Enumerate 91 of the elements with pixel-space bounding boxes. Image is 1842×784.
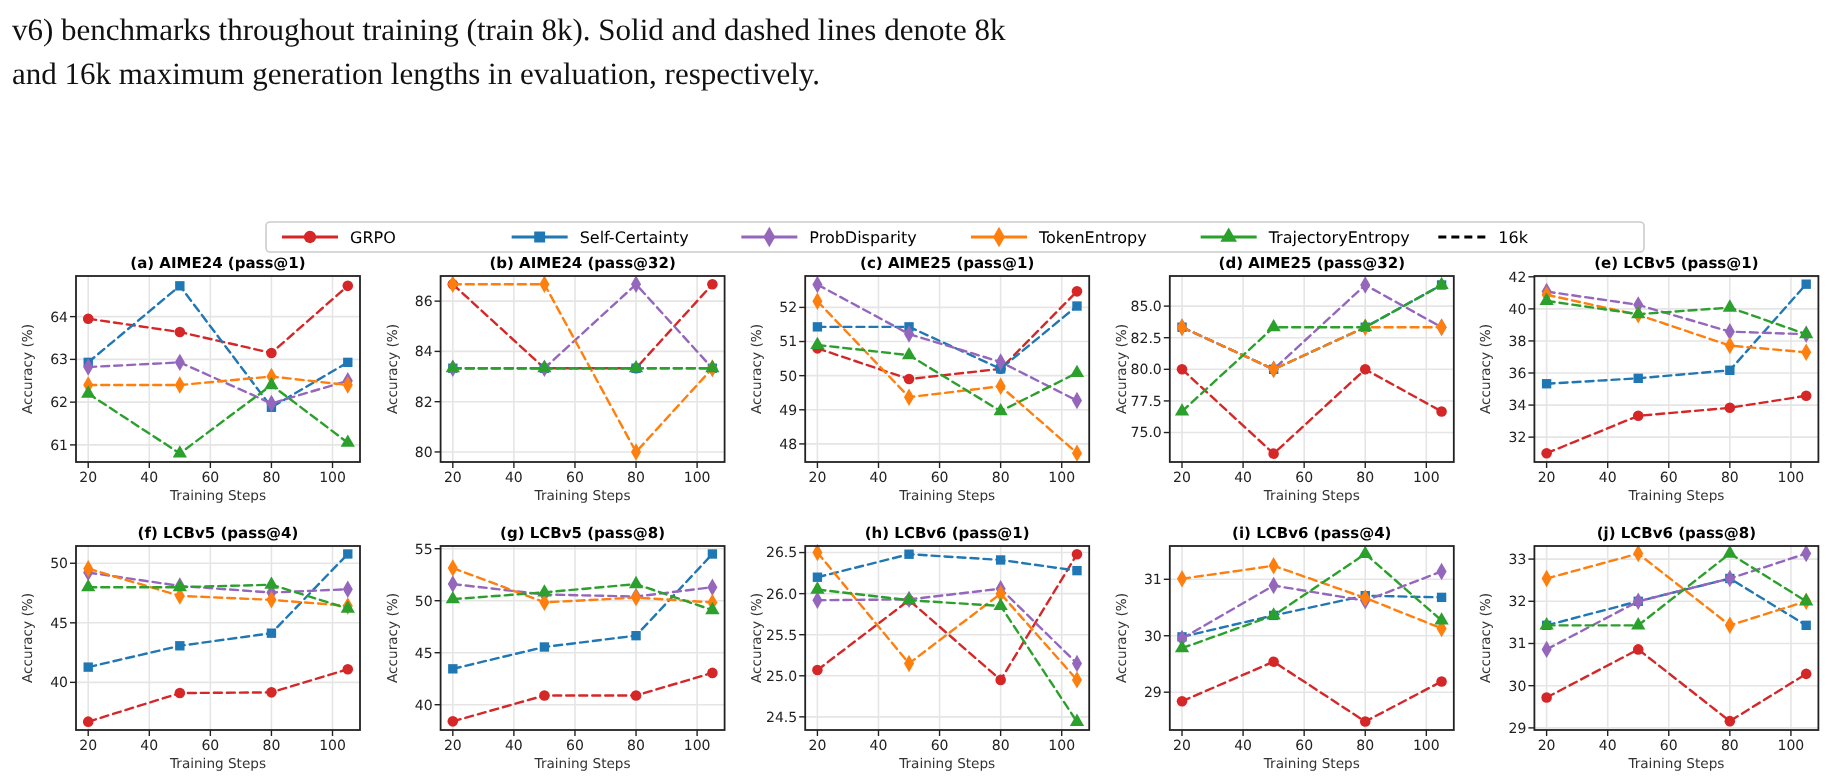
legend-label: TrajectoryEntropy xyxy=(1266,228,1411,247)
point xyxy=(1174,403,1190,416)
point xyxy=(1722,299,1737,312)
point xyxy=(1541,692,1552,703)
legend-label: GRPO xyxy=(350,228,396,247)
point xyxy=(1633,373,1643,383)
point xyxy=(448,664,458,674)
point xyxy=(172,445,187,458)
point xyxy=(903,373,915,385)
point xyxy=(175,641,185,651)
point xyxy=(1358,545,1373,559)
point xyxy=(707,279,718,290)
point xyxy=(628,575,644,589)
point xyxy=(1436,676,1447,687)
point xyxy=(1069,364,1085,378)
point xyxy=(1071,286,1083,297)
point xyxy=(1725,365,1735,375)
point xyxy=(342,663,354,675)
point xyxy=(1632,410,1644,422)
point xyxy=(1268,656,1279,667)
point xyxy=(1359,364,1371,375)
point xyxy=(81,578,96,592)
point xyxy=(1071,548,1083,560)
point xyxy=(1176,364,1188,375)
point xyxy=(1176,695,1188,707)
point xyxy=(812,322,823,332)
point xyxy=(174,687,186,699)
point xyxy=(1174,639,1190,653)
point xyxy=(1801,620,1811,631)
text: 16k xyxy=(1498,228,1529,247)
legend-label: Self-Certainty xyxy=(579,228,690,247)
point xyxy=(707,549,718,559)
point xyxy=(705,601,720,615)
point xyxy=(1724,402,1736,414)
point xyxy=(1631,617,1646,630)
point xyxy=(342,280,354,292)
point xyxy=(1801,279,1811,289)
point xyxy=(1072,301,1082,311)
point xyxy=(1268,448,1279,459)
point xyxy=(1434,612,1449,625)
point xyxy=(266,687,277,698)
point xyxy=(343,549,353,559)
point xyxy=(81,385,96,398)
legend-label: TokenEntropy xyxy=(1037,228,1148,247)
point xyxy=(447,716,459,727)
point xyxy=(901,346,917,360)
point xyxy=(993,597,1008,611)
point xyxy=(1541,447,1552,459)
point xyxy=(82,313,94,325)
point xyxy=(1541,379,1552,389)
point xyxy=(340,434,355,447)
point xyxy=(810,581,825,594)
point xyxy=(1632,644,1644,655)
point xyxy=(812,572,823,582)
point xyxy=(631,630,641,641)
point xyxy=(266,628,277,638)
point xyxy=(1359,716,1371,727)
point xyxy=(174,326,186,338)
point xyxy=(1800,390,1812,402)
legend-label: ProbDisparity xyxy=(809,228,918,247)
point xyxy=(1722,545,1737,558)
point xyxy=(1800,668,1812,680)
point xyxy=(995,555,1006,565)
point xyxy=(1072,565,1082,576)
point xyxy=(343,357,353,368)
point xyxy=(539,642,550,652)
text: v6) benchmarks throughout training (train 8k). Solid and dashed lines denote 8k xyxy=(12,14,1007,48)
point xyxy=(993,402,1008,416)
point xyxy=(812,664,823,676)
point xyxy=(904,549,914,559)
point xyxy=(630,690,642,701)
point xyxy=(539,690,550,701)
point xyxy=(1266,318,1281,332)
point xyxy=(707,667,718,679)
point xyxy=(266,347,277,359)
point xyxy=(1069,713,1085,726)
point xyxy=(445,590,460,604)
point xyxy=(1436,592,1447,603)
point xyxy=(83,662,93,672)
point xyxy=(995,674,1006,686)
point xyxy=(810,336,825,350)
point xyxy=(1631,305,1646,319)
point xyxy=(264,376,279,390)
point xyxy=(175,281,185,291)
point xyxy=(1436,406,1447,417)
point xyxy=(264,576,279,589)
point xyxy=(537,584,552,597)
text: and 16k maximum generation lengths in evaluation, respectively. xyxy=(12,58,821,92)
point xyxy=(1539,292,1554,305)
point xyxy=(82,716,94,727)
point xyxy=(1724,715,1736,727)
